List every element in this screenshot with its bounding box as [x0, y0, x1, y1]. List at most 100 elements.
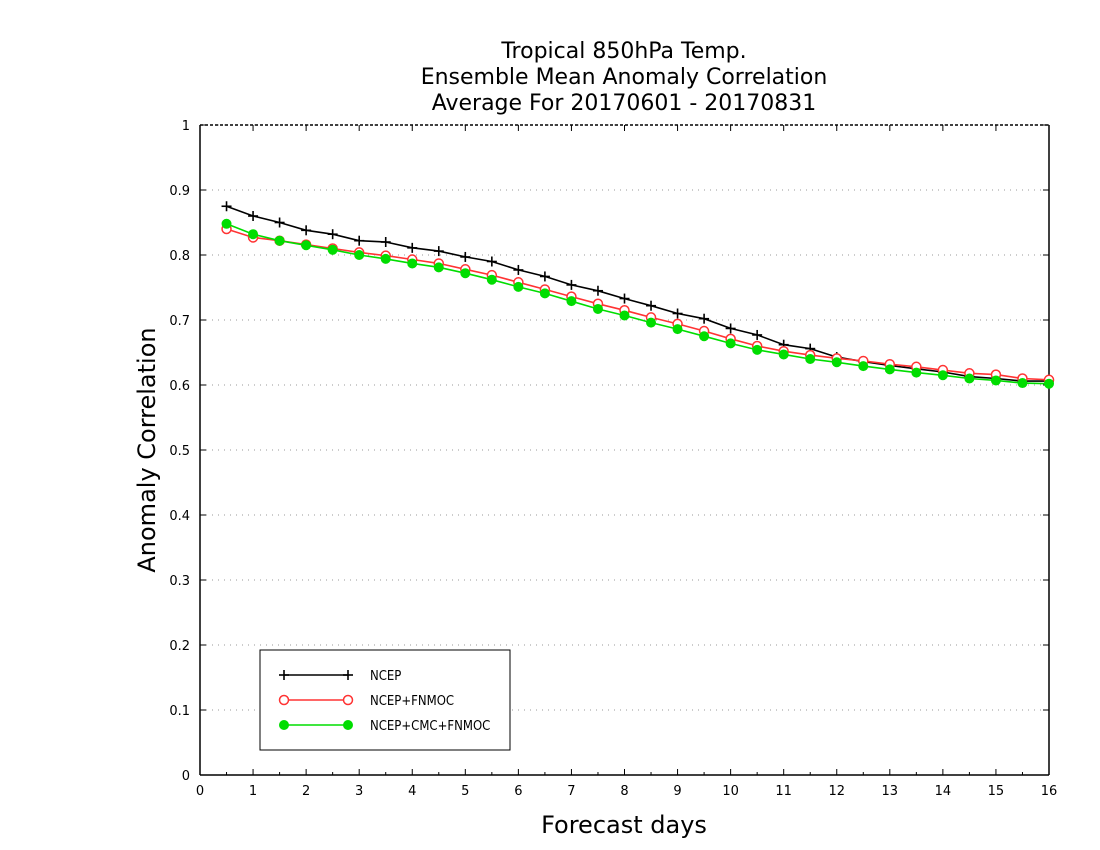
y-axis-label: Anomaly Correlation [133, 327, 161, 572]
data-point-filled-circle [990, 375, 1001, 386]
y-tick-label: 0.3 [169, 574, 190, 589]
data-point-plus [327, 229, 338, 240]
chart-title-line-1: Tropical 850hPa Temp. [500, 39, 746, 64]
data-point-plus [248, 211, 259, 221]
data-point-plus [274, 217, 285, 228]
data-point-plus [752, 329, 763, 340]
x-tick-label: 1 [249, 784, 257, 799]
data-point-filled-circle [539, 288, 550, 299]
data-point-filled-circle [327, 244, 338, 255]
data-point-filled-circle [513, 281, 524, 292]
legend-label: NCEP+CMC+FNMOC [370, 719, 490, 734]
data-point-plus [433, 246, 444, 257]
series-ncep-fnmoc [221, 223, 1055, 386]
x-tick-label: 2 [302, 784, 310, 799]
data-point-filled-circle [460, 268, 471, 279]
data-point-filled-circle [725, 338, 736, 349]
x-tick-label: 13 [882, 784, 899, 799]
data-point-plus [407, 242, 418, 253]
legend: NCEP NCEP+FNMOC NCEP+CMC+FNMOC [259, 649, 511, 751]
x-axis-ticks: 0 1 2 3 4 5 6 7 8 9 10 11 12 13 14 15 16 [196, 125, 1057, 799]
legend-entry: NCEP+CMC+FNMOC [279, 719, 490, 734]
data-point-filled-circle [248, 229, 259, 240]
data-point-filled-circle [964, 373, 975, 384]
data-point-plus [646, 300, 657, 311]
data-point-plus [619, 293, 630, 304]
data-point-plus [539, 271, 550, 282]
x-tick-label: 8 [620, 784, 628, 799]
x-tick-label: 12 [828, 784, 845, 799]
x-tick-label: 4 [408, 784, 416, 799]
data-point-plus [513, 264, 524, 275]
data-point-plus [279, 670, 289, 680]
data-point-plus [592, 285, 603, 296]
x-tick-label: 7 [567, 784, 575, 799]
data-point-filled-circle [592, 303, 603, 314]
y-tick-label: 1 [182, 119, 190, 134]
data-point-filled-circle [699, 331, 710, 342]
gridlines [200, 124, 1049, 711]
data-point-open-circle [278, 694, 290, 706]
data-point-filled-circle [486, 274, 497, 285]
y-axis-ticks: 0 0.1 0.2 0.3 0.4 0.5 0.6 0.7 0.8 0.9 1 [169, 119, 1049, 784]
data-point-filled-circle [279, 720, 289, 730]
data-point-filled-circle [354, 250, 365, 260]
data-point-plus [672, 308, 683, 319]
data-point-plus [460, 251, 471, 262]
data-point-filled-circle [274, 235, 285, 246]
y-tick-label: 0.2 [169, 639, 190, 654]
data-point-filled-circle [884, 364, 895, 375]
y-tick-label: 0.8 [169, 249, 190, 264]
x-tick-label: 3 [355, 784, 363, 799]
series-ncep-cmc-fnmoc [221, 218, 1054, 389]
y-tick-label: 0 [182, 769, 190, 784]
series-line [226, 205, 1049, 382]
data-point-plus [221, 201, 232, 212]
y-tick-label: 0.6 [169, 379, 190, 394]
legend-label: NCEP+FNMOC [370, 694, 454, 709]
data-point-filled-circle [380, 253, 391, 264]
x-tick-label: 6 [514, 784, 522, 799]
series-line [226, 228, 1050, 381]
data-point-filled-circle [805, 354, 816, 364]
x-tick-label: 15 [988, 784, 1005, 799]
data-point-filled-circle [221, 218, 232, 229]
x-tick-label: 11 [775, 784, 792, 799]
data-point-filled-circle [778, 349, 789, 360]
data-point-plus [380, 237, 391, 247]
data-point-filled-circle [911, 367, 922, 378]
y-tick-label: 0.7 [169, 314, 190, 329]
data-point-filled-circle [433, 262, 444, 273]
chart-title-line-2: Ensemble Mean Anomaly Correlation [421, 65, 828, 90]
y-tick-label: 0.4 [169, 509, 190, 524]
data-point-filled-circle [1044, 378, 1054, 389]
y-tick-label: 0.5 [169, 444, 190, 459]
x-tick-label: 9 [673, 784, 681, 799]
data-point-filled-circle [407, 258, 418, 269]
data-point-filled-circle [646, 317, 657, 328]
data-point-plus [699, 313, 710, 324]
chart-title-line-3: Average For 20170601 - 20170831 [432, 91, 817, 116]
series-layer [221, 201, 1055, 389]
data-point-filled-circle [1017, 378, 1028, 389]
data-point-filled-circle [619, 310, 630, 321]
legend-label: NCEP [370, 669, 401, 684]
data-point-filled-circle [752, 344, 763, 355]
data-point-plus [725, 323, 736, 334]
data-point-plus [343, 670, 353, 680]
data-point-plus [566, 279, 577, 290]
x-tick-label: 5 [461, 784, 469, 799]
data-point-filled-circle [831, 357, 842, 368]
legend-entry: NCEP [279, 669, 401, 684]
data-point-filled-circle [858, 361, 869, 372]
y-tick-label: 0.9 [169, 184, 190, 199]
chart-title: Tropical 850hPa Temp. Ensemble Mean Anom… [421, 39, 828, 116]
x-tick-label: 14 [935, 784, 952, 799]
y-tick-label: 0.1 [169, 704, 190, 719]
data-point-filled-circle [301, 240, 312, 251]
data-point-filled-circle [937, 370, 948, 381]
data-point-plus [301, 225, 312, 236]
series-line [226, 223, 1050, 385]
x-tick-label: 10 [722, 784, 739, 799]
